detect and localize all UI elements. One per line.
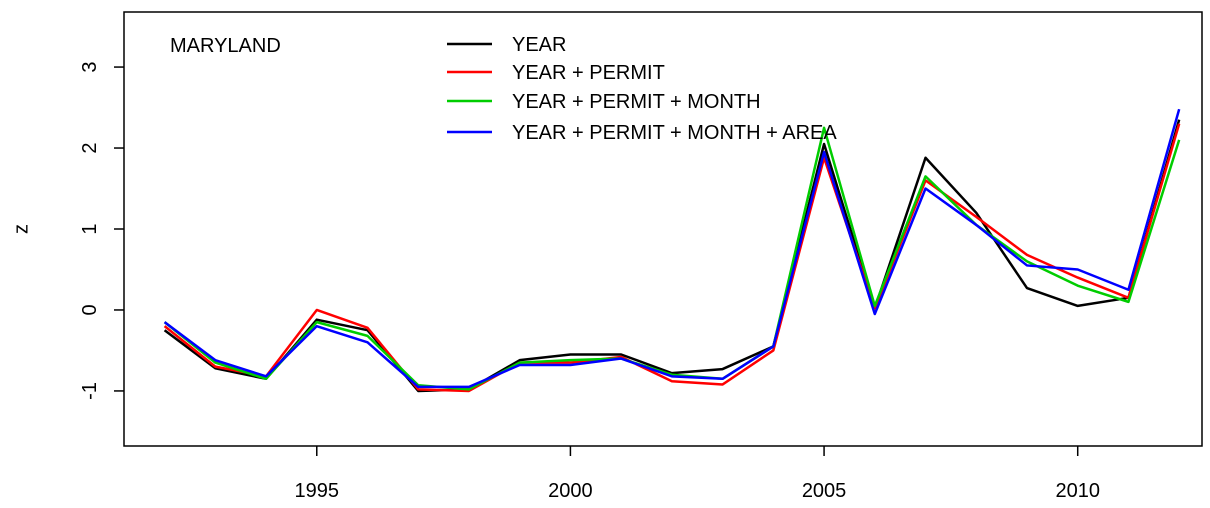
y-tick-label: 1: [79, 223, 101, 234]
legend-label: YEAR + PERMIT + MONTH: [512, 91, 761, 113]
series-line: [163, 119, 1181, 393]
x-tick-label: 2010: [1055, 480, 1100, 502]
y-tick-label: 0: [79, 304, 101, 315]
series-line: [163, 108, 1181, 389]
x-tick-label: 1995: [295, 480, 340, 502]
y-tick-label: 2: [79, 142, 101, 153]
x-tick-label: 2000: [548, 480, 593, 502]
x-tick-label: 2005: [802, 480, 847, 502]
series-line: [163, 126, 1181, 391]
annotation: MARYLAND: [170, 35, 281, 57]
y-axis-label: z: [10, 224, 32, 234]
y-tick-label: -1: [79, 382, 101, 400]
series-line: [163, 123, 1181, 393]
y-tick-label: 3: [79, 61, 101, 72]
legend-label: YEAR + PERMIT: [512, 62, 665, 84]
legend-label: YEAR + PERMIT + MONTH + AREA: [512, 122, 837, 144]
legend-label: YEAR: [512, 34, 566, 56]
